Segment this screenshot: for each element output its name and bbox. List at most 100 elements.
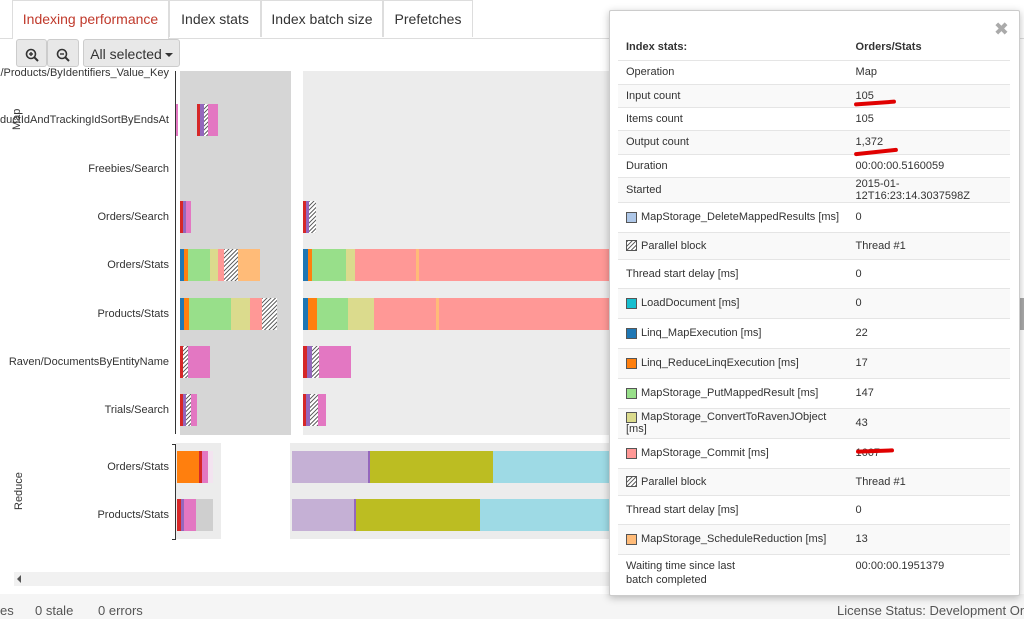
timeline-bar[interactable]: [180, 346, 210, 378]
row-label: Orders/Stats: [107, 259, 169, 271]
timeline-bar[interactable]: [180, 201, 191, 233]
stat-value: 00:00:00.1951379: [847, 553, 1010, 592]
timeline-bar[interactable]: [303, 201, 316, 233]
tab-index-stats[interactable]: Index stats: [169, 0, 261, 37]
stat-value: 43: [847, 407, 1010, 438]
stat-label-text: Linq_ReduceLinqExecution [ms]: [641, 357, 799, 369]
stat-label: MapStorage_ConvertToRavenJObject [ms]: [618, 407, 848, 438]
stat-label: Duration: [618, 153, 848, 177]
timeline-bar[interactable]: [180, 249, 260, 281]
stat-label: Items count: [618, 106, 848, 130]
stat-label-text: Linq_MapExecution [ms]: [641, 327, 762, 339]
chart-overflow: [1018, 298, 1024, 330]
row-label: Freebies/Search: [88, 163, 169, 175]
stat-label-text: Parallel block: [641, 239, 707, 252]
reduce-axis-line: [175, 444, 176, 540]
timeline-bar[interactable]: [176, 104, 178, 136]
axis-tick: [172, 539, 176, 540]
timeline-bar[interactable]: [180, 394, 197, 426]
stat-label: Started: [618, 176, 848, 202]
scroll-left-icon[interactable]: [17, 575, 21, 583]
stats-table: Index stats: Orders/Stats Operation Map I…: [618, 35, 1010, 592]
swatch-icon: [626, 327, 637, 339]
stat-value: 0: [847, 201, 1010, 232]
row-label: Products/Stats: [97, 509, 169, 521]
stat-label: Output count: [618, 129, 848, 154]
stat-label: Waiting time since last batch completed: [618, 553, 848, 592]
timeline-bar[interactable]: [180, 298, 277, 330]
zoom-in-button[interactable]: [16, 39, 47, 67]
stat-value: 22: [847, 317, 1010, 348]
index-stats-popup: ✖ Index stats: Orders/Stats Operation Map…: [609, 10, 1020, 596]
timeline-bar[interactable]: [292, 499, 609, 531]
row-label: Orders/Search: [97, 211, 169, 223]
axis-tick: [172, 444, 176, 445]
stat-label-text: Waiting time since last batch completed: [626, 560, 736, 587]
index-select-dropdown[interactable]: All selected: [83, 39, 180, 67]
timeline-bar[interactable]: [292, 451, 609, 483]
stale-count[interactable]: 0 stale: [35, 603, 74, 618]
row-label: l/Products/ByIdentifiers_Value_Key: [0, 67, 169, 79]
hatch-swatch-icon: [626, 240, 637, 252]
zoom-in-icon: [25, 48, 39, 63]
license-status[interactable]: License Status: Development On: [837, 603, 1024, 618]
swatch-icon: [626, 297, 637, 309]
reduce-axis-label: Reduce: [13, 472, 25, 510]
stat-label: MapStorage_PutMappedResult [ms]: [618, 377, 848, 408]
stat-value: Map: [847, 59, 1010, 84]
tab-prefetches[interactable]: Prefetches: [383, 0, 473, 37]
stat-label: Parallel block: [618, 231, 848, 259]
error-count[interactable]: 0 errors: [98, 603, 143, 618]
stat-value: 0: [847, 287, 1010, 318]
stat-value: 13: [847, 523, 1010, 554]
stat-label: Input count: [618, 83, 848, 107]
timeline-bar[interactable]: [177, 499, 213, 531]
stat-label: LoadDocument [ms]: [618, 287, 848, 318]
stat-value: 105: [847, 106, 1010, 130]
stat-value: Thread #1: [847, 231, 1010, 259]
swatch-icon: [626, 411, 637, 423]
footer-cut-text: es: [0, 603, 14, 618]
stat-value: 2015-01-12T16:23:14.3037598Z: [847, 176, 1010, 202]
stat-label: Parallel block: [618, 467, 848, 495]
timeline-bar[interactable]: [177, 451, 213, 483]
timeline-bar[interactable]: [303, 249, 609, 281]
horizontal-scrollbar[interactable]: [14, 572, 614, 586]
stat-value: 147: [847, 377, 1010, 408]
swatch-icon: [626, 387, 637, 399]
stat-label: Linq_MapExecution [ms]: [618, 317, 848, 348]
tab-indexing-performance[interactable]: Indexing performance: [12, 0, 169, 39]
row-label: Trials/Search: [104, 404, 169, 416]
stat-label: MapStorage_DeleteMappedResults [ms]: [618, 201, 848, 232]
header-label: Index stats:: [626, 41, 688, 54]
swatch-icon: [626, 357, 637, 369]
caret-down-icon: [164, 53, 173, 58]
hatch-swatch-icon: [626, 476, 637, 488]
swatch-icon: [626, 533, 637, 545]
timeline-bar[interactable]: [303, 394, 326, 426]
tab-index-batch-size[interactable]: Index batch size: [261, 0, 383, 37]
stat-value: 17: [847, 347, 1010, 378]
stat-label-text: MapStorage_ConvertToRavenJObject [ms]: [626, 411, 827, 435]
zoom-out-button[interactable]: [47, 39, 79, 67]
stat-label-text: LoadDocument [ms]: [641, 297, 740, 309]
stat-label-text: MapStorage_PutMappedResult [ms]: [641, 387, 819, 399]
stat-label: Thread start delay [ms]: [618, 494, 848, 524]
close-icon[interactable]: ✖: [993, 19, 1009, 39]
stat-label-text: Parallel block: [641, 475, 707, 488]
zoom-out-icon: [56, 48, 70, 63]
timeline-bar[interactable]: [303, 346, 351, 378]
stat-label: MapStorage_Commit [ms]: [618, 437, 848, 468]
header-value: Orders/Stats: [855, 41, 922, 54]
stat-value: 0: [847, 494, 1010, 524]
stat-label: Linq_ReduceLinqExecution [ms]: [618, 347, 848, 378]
timeline-bar[interactable]: [197, 104, 218, 136]
stat-value: 0: [847, 258, 1010, 288]
map-axis-line: [175, 71, 176, 434]
timeline-bar[interactable]: [303, 298, 609, 330]
stat-label: Operation: [618, 59, 848, 84]
stat-value: 00:00:00.5160059: [847, 153, 1010, 177]
status-footer: es 0 stale 0 errors License Status: Deve…: [0, 594, 1024, 619]
tab-bar: Indexing performance Index stats Index b…: [0, 0, 1024, 39]
row-label: ductIdAndTrackingIdSortByEndsAt: [0, 114, 169, 126]
